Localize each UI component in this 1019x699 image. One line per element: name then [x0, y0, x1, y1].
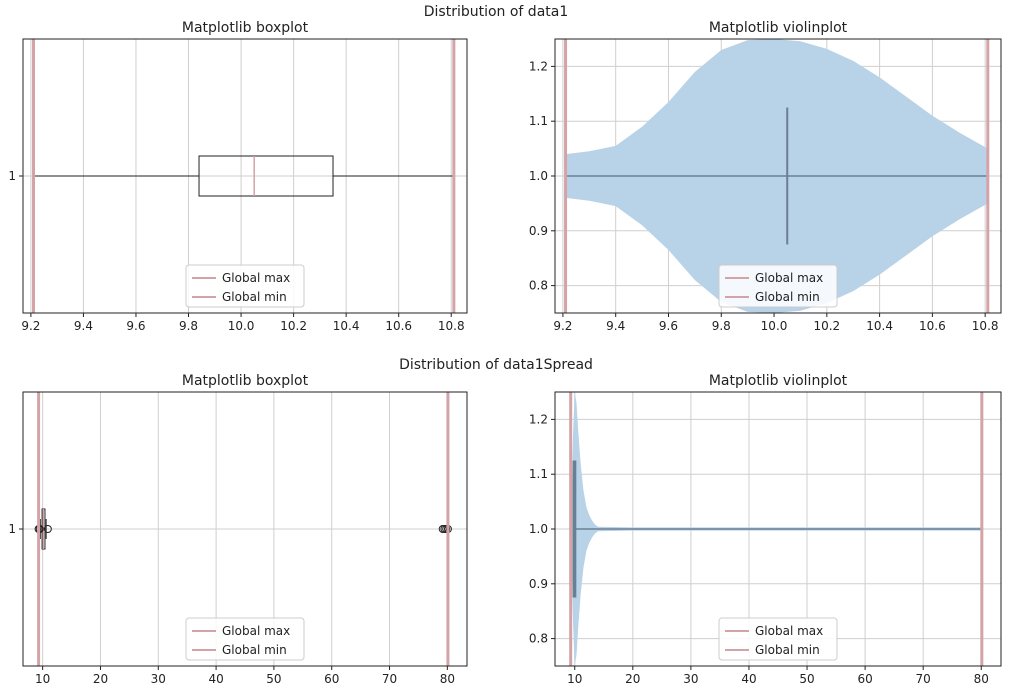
- x-tick-label: 9.8: [712, 319, 731, 333]
- panel-bottom-left-boxplot: Matplotlib boxplot 10 20 30 40 50 60 70 80 1 Glob…: [8, 373, 468, 686]
- plot-area: [555, 39, 1001, 313]
- x-tick-label: 9.2: [553, 319, 572, 333]
- legend-label: Global max: [755, 624, 823, 638]
- x-tick-label: 9.6: [126, 319, 145, 333]
- y-tick-label: 1.1: [529, 114, 548, 128]
- legend-label: Global min: [755, 643, 820, 657]
- x-tick-label: 30: [151, 672, 166, 686]
- panel-top-right-violinplot: Matplotlib violinplot 9.2 9.4 9.6 9.8 10.0 10…: [529, 20, 1002, 333]
- x-tick-label: 10.2: [813, 319, 840, 333]
- x-tick-label: 10.8: [972, 319, 999, 333]
- y-tick-label: 0.9: [529, 577, 548, 591]
- x-tick-label: 9.4: [74, 319, 93, 333]
- x-tick-label: 30: [683, 672, 698, 686]
- x-tick-label: 20: [93, 672, 108, 686]
- axes-frame: [554, 38, 1002, 314]
- y-tick-label: 1.0: [529, 169, 548, 183]
- panel-bottom-right-violinplot: Matplotlib violinplot 10 20 30 40 50 60 70 80 0.…: [529, 373, 1002, 686]
- y-tick-label: 1.2: [529, 59, 548, 73]
- y-tick-label: 0.8: [529, 279, 548, 293]
- panel-title: Matplotlib boxplot: [182, 373, 309, 389]
- x-tick-label: 10.0: [228, 319, 255, 333]
- legend: Global max Global min: [718, 617, 838, 661]
- y-tick-label: 0.8: [529, 632, 548, 646]
- x-tick-label: 80: [440, 672, 455, 686]
- x-tick-label: 10.0: [761, 319, 788, 333]
- legend: Global max Global min: [718, 264, 838, 308]
- axes-frame: [554, 391, 1002, 667]
- y-tick-label: 1.2: [529, 412, 548, 426]
- legend-label: Global max: [222, 624, 290, 638]
- x-tick-label: 10.2: [280, 319, 307, 333]
- panel-title: Matplotlib boxplot: [182, 20, 309, 36]
- legend-label: Global max: [755, 271, 823, 285]
- x-tick-label: 10: [35, 672, 50, 686]
- x-tick-label: 60: [324, 672, 339, 686]
- x-tick-label: 60: [857, 672, 872, 686]
- x-tick-label: 80: [974, 672, 989, 686]
- x-tick-label: 9.6: [659, 319, 678, 333]
- plot-area: [23, 392, 467, 666]
- x-tick-label: 50: [266, 672, 281, 686]
- x-tick-label: 10: [567, 672, 582, 686]
- y-tick-label: 1.0: [529, 522, 548, 536]
- panel-top-left-boxplot: Matplotlib boxplot 9.2 9.4 9.6 9.8 10.0 10.2 1…: [8, 20, 468, 333]
- legend-label: Global max: [222, 271, 290, 285]
- legend-label: Global min: [755, 290, 820, 304]
- x-tick-label: 9.2: [21, 319, 40, 333]
- axes-frame: [22, 391, 468, 667]
- legend: Global max Global min: [185, 264, 305, 308]
- x-tick-label: 40: [208, 672, 223, 686]
- axes-frame: [22, 38, 468, 314]
- panel-title: Matplotlib violinplot: [709, 373, 848, 389]
- x-tick-label: 40: [741, 672, 756, 686]
- x-tick-label: 10.4: [866, 319, 893, 333]
- legend: Global max Global min: [185, 617, 305, 661]
- panel-title: Matplotlib violinplot: [709, 20, 848, 36]
- y-tick-label: 1: [8, 169, 16, 183]
- legend-label: Global min: [222, 643, 287, 657]
- x-tick-label: 70: [916, 672, 931, 686]
- x-tick-label: 10.4: [333, 319, 360, 333]
- x-tick-label: 9.4: [606, 319, 625, 333]
- box-iqr: [198, 155, 334, 197]
- y-tick-label: 1: [8, 522, 16, 536]
- outlier-point: [43, 525, 52, 533]
- y-tick-label: 0.9: [529, 224, 548, 238]
- x-tick-label: 9.8: [179, 319, 198, 333]
- x-tick-label: 50: [799, 672, 814, 686]
- x-tick-label: 20: [625, 672, 640, 686]
- x-tick-label: 10.6: [919, 319, 946, 333]
- x-tick-label: 70: [382, 672, 397, 686]
- x-tick-label: 10.8: [438, 319, 465, 333]
- suptitle-bottom: Distribution of data1Spread: [399, 357, 593, 373]
- legend-label: Global min: [222, 290, 287, 304]
- plot-area: [23, 39, 467, 313]
- x-tick-label: 10.6: [385, 319, 412, 333]
- y-tick-label: 1.1: [529, 467, 548, 481]
- suptitle-top: Distribution of data1: [424, 4, 569, 20]
